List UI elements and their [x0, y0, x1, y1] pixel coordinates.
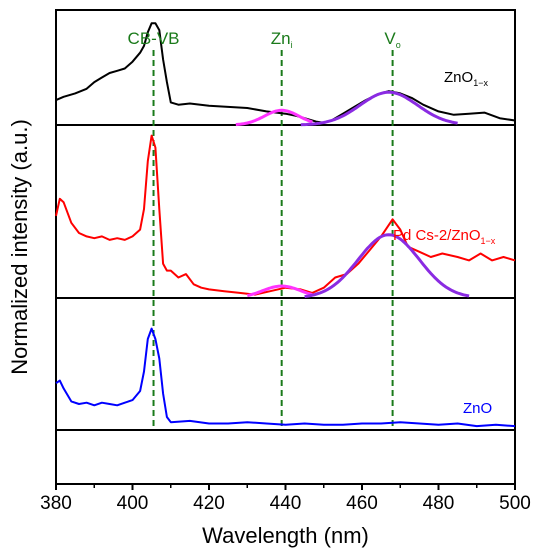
x-tick-label: 440: [270, 493, 302, 514]
spectrum-line-0: [55, 22, 516, 124]
gaussian-fit-1-1: [304, 233, 470, 299]
gaussian-fit-1-0: [246, 284, 313, 298]
x-tick-label: 460: [346, 493, 378, 514]
x-axis-title: Wavelength (nm): [202, 523, 369, 548]
annotation-label: Vo: [384, 29, 400, 50]
spectrum-line-1: [55, 134, 516, 296]
x-tick-label: 420: [193, 493, 225, 514]
annotation-label: Zni: [271, 29, 293, 50]
series-label: Pd Cs-2/ZnO1−x: [393, 227, 496, 246]
y-axis-title: Normalized intensity (a.u.): [7, 119, 32, 375]
series-label: ZnO: [463, 400, 492, 417]
spectrum-line-2: [55, 327, 516, 428]
gaussian-fit-0-0: [235, 108, 313, 127]
x-tick-label: 480: [423, 493, 455, 514]
x-tick-label: 500: [499, 493, 531, 514]
gaussian-fit-0-1: [300, 90, 458, 127]
x-tick-label: 400: [117, 493, 149, 514]
annotation-label: CB-VB: [128, 29, 180, 48]
x-tick-label: 380: [40, 493, 72, 514]
series-label: ZnO1−x: [444, 69, 488, 88]
